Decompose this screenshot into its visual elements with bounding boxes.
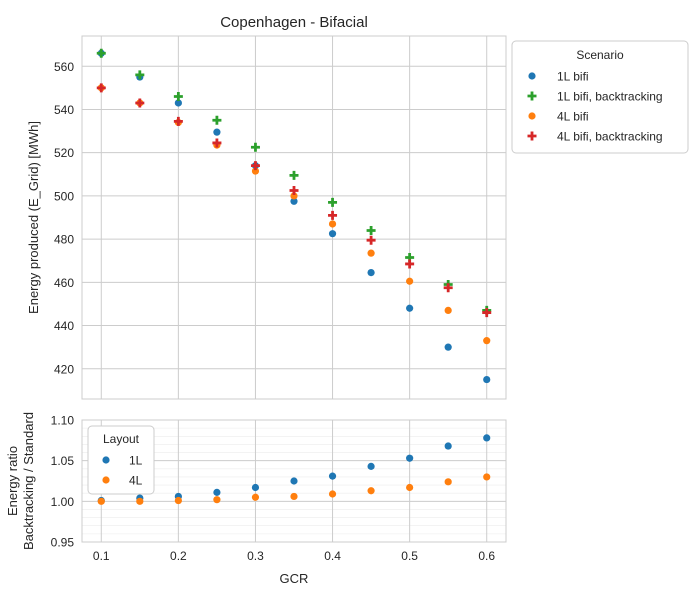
legend-marker — [527, 91, 537, 101]
ratio-point-4l — [328, 490, 337, 498]
point-4l-bifi-backtracking — [443, 283, 453, 293]
ratio-point-4l — [174, 496, 182, 505]
top-y-tick-label: 500 — [54, 189, 74, 203]
legend-marker — [527, 131, 537, 141]
top-plot-frame — [81, 35, 507, 400]
top-y-tick-label: 480 — [54, 233, 74, 247]
top-y-tick-label: 440 — [54, 319, 74, 333]
point-4l-bifi-backtracking — [366, 235, 376, 245]
bottom-plot-frame — [81, 419, 507, 543]
point-1l-bifi — [444, 343, 452, 351]
point-4l-bifi — [290, 192, 298, 200]
legend-marker — [528, 72, 536, 80]
legend-marker — [102, 476, 110, 484]
top-y-tick-label: 520 — [54, 146, 74, 160]
ratio-point-1l — [483, 434, 491, 442]
legend-label: 1L bifi — [557, 70, 589, 84]
point-1l-bifi — [174, 99, 182, 107]
ratio-point-4l — [97, 497, 105, 505]
top-y-axis-label: Energy produced (E_Grid) [MWh] — [26, 121, 41, 314]
ratio-point-1l — [251, 483, 260, 492]
legend-marker — [528, 112, 536, 120]
ratio-point-1l — [290, 477, 298, 485]
legend-label: 4L — [129, 474, 143, 488]
legend-label: 4L bifi — [557, 110, 589, 124]
x-tick-label: 0.6 — [478, 549, 495, 563]
top-y-tick-label: 420 — [54, 362, 74, 376]
point-4l-bifi — [483, 337, 491, 345]
ratio-point-4l — [213, 496, 221, 504]
legend-label: 1L — [129, 454, 143, 468]
x-tick-label: 0.2 — [170, 549, 187, 563]
point-1l-bifi-backtracking — [135, 70, 145, 80]
point-1l-bifi-backtracking — [250, 142, 260, 152]
ratio-point-4l — [483, 473, 491, 481]
point-4l-bifi — [328, 220, 337, 228]
top-y-tick-label: 560 — [54, 60, 74, 74]
point-4l-bifi-backtracking — [96, 83, 106, 93]
x-tick-label: 0.3 — [247, 549, 264, 563]
bottom-y-tick-label: 0.95 — [51, 536, 75, 550]
point-4l-bifi-backtracking — [173, 116, 183, 126]
point-1l-bifi — [328, 230, 337, 238]
point-4l-bifi — [251, 167, 260, 175]
legend-label: 1L bifi, backtracking — [557, 90, 663, 104]
point-1l-bifi — [406, 304, 414, 312]
point-4l-bifi-backtracking — [212, 138, 222, 148]
bottom-y-tick-label: 1.05 — [51, 454, 75, 468]
point-4l-bifi-backtracking — [482, 308, 492, 318]
x-axis-label: GCR — [280, 571, 309, 586]
bottom-y-tick-label: 1.10 — [51, 414, 75, 428]
point-1l-bifi — [213, 128, 221, 136]
point-1l-bifi-backtracking — [289, 170, 299, 180]
point-1l-bifi-backtracking — [173, 92, 183, 101]
ratio-point-4l — [136, 497, 144, 505]
point-4l-bifi — [367, 249, 375, 257]
x-tick-label: 0.4 — [324, 549, 341, 563]
point-4l-bifi-backtracking — [135, 98, 145, 108]
point-1l-bifi-backtracking — [96, 48, 106, 58]
x-tick-label: 0.5 — [401, 549, 418, 563]
scenario-legend-title: Scenario — [576, 48, 624, 62]
point-1l-bifi-backtracking — [328, 197, 338, 207]
top-y-tick-label: 540 — [54, 103, 74, 117]
legend-label: 4L bifi, backtracking — [557, 130, 663, 144]
legend-marker — [102, 456, 110, 464]
top-y-tick-label: 460 — [54, 276, 74, 290]
ratio-point-4l — [406, 483, 414, 492]
ratio-point-4l — [444, 478, 452, 486]
bottom-y-axis-label-line1: Energy ratio — [5, 446, 20, 516]
point-1l-bifi — [290, 197, 298, 205]
ratio-point-1l — [328, 472, 337, 480]
top-plot-area — [82, 36, 506, 399]
point-1l-bifi — [367, 268, 375, 277]
point-1l-bifi — [483, 375, 491, 384]
ratio-point-4l — [290, 492, 298, 501]
point-1l-bifi-backtracking — [366, 225, 376, 235]
point-4l-bifi — [444, 306, 452, 315]
point-4l-bifi-backtracking — [405, 259, 415, 269]
point-4l-bifi-backtracking — [250, 161, 260, 171]
ratio-point-4l — [367, 487, 375, 495]
bottom-y-tick-label: 1.00 — [51, 495, 75, 509]
point-4l-bifi-backtracking — [289, 185, 299, 195]
layout-legend-title: Layout — [103, 432, 140, 446]
scenario-legend-box — [511, 40, 689, 154]
ratio-point-1l — [367, 462, 375, 470]
chart-title: Copenhagen - Bifacial — [220, 14, 368, 31]
ratio-point-4l — [251, 493, 260, 501]
ratio-point-1l — [444, 442, 452, 450]
bottom-y-axis-label-line2: Backtracking / Standard — [21, 412, 36, 550]
ratio-point-1l — [213, 488, 221, 496]
bottom-plot: 0.1 0.2 0.3 0.4 0.5 0.6 0.95 1.00 1.05 1.10 GCR Ene… — [5, 412, 507, 586]
point-4l-bifi-backtracking — [328, 210, 338, 220]
point-4l-bifi — [406, 277, 414, 285]
ratio-point-1l — [406, 454, 414, 462]
point-1l-bifi-backtracking — [212, 115, 222, 125]
top-plot: 420 440 460 480 500 520 540 560 Copenhagen - Bif… — [26, 14, 689, 400]
x-tick-label: 0.1 — [93, 549, 110, 563]
